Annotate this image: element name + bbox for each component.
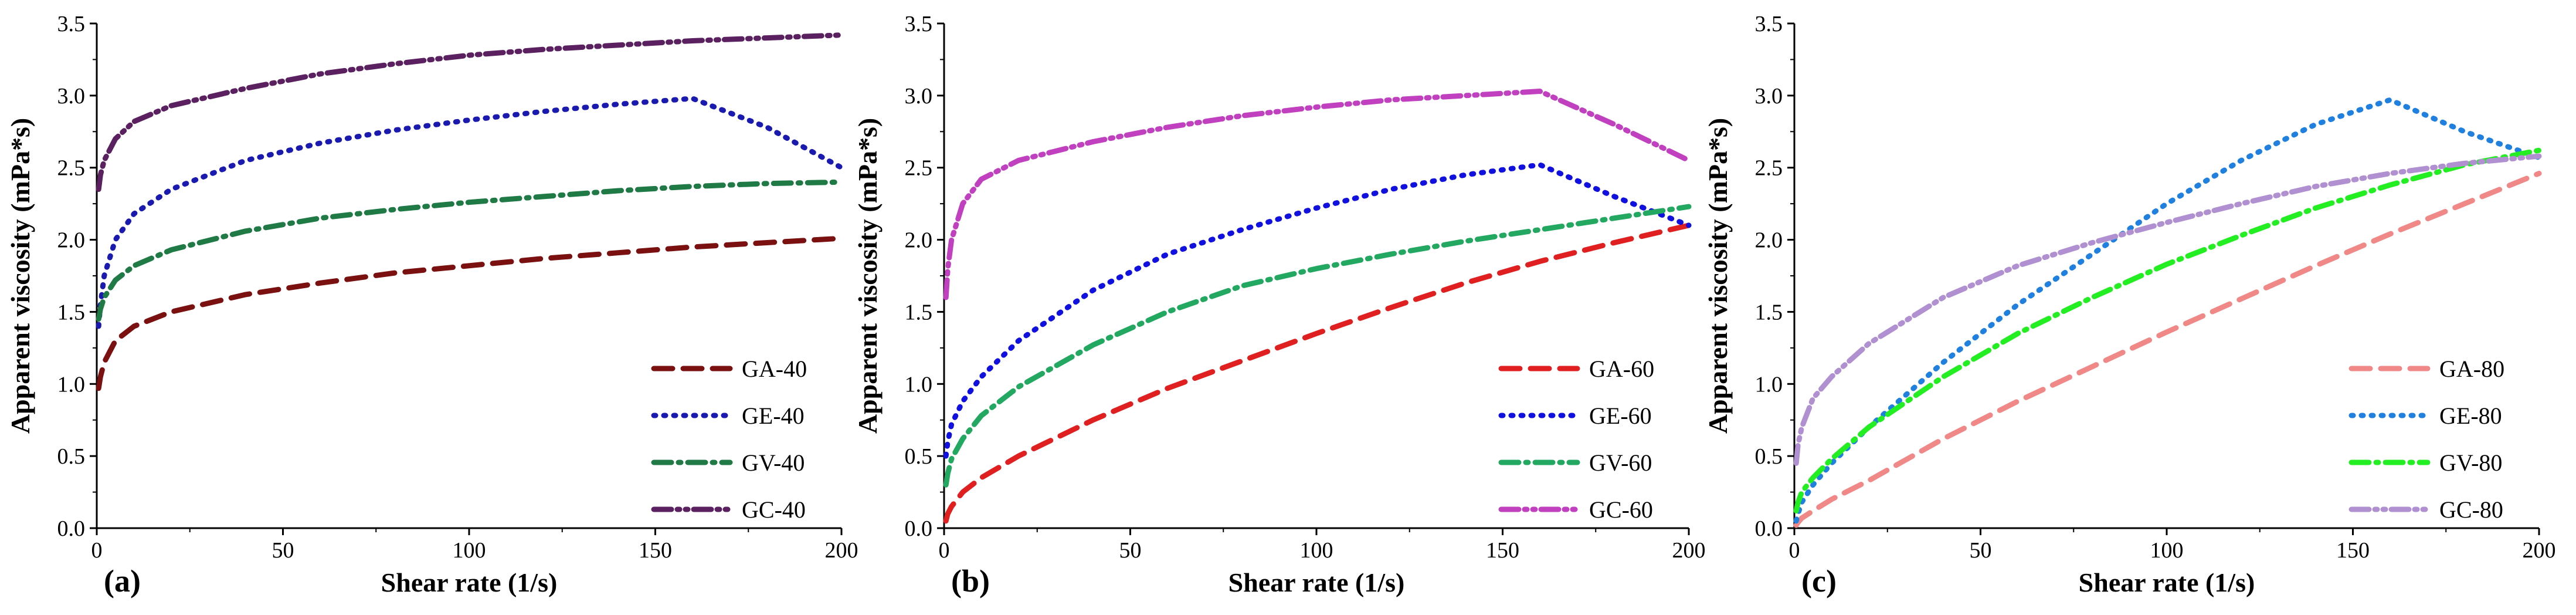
x-tick-label: 0 [1789, 538, 1800, 563]
x-tick-label: 200 [1672, 538, 1706, 563]
y-tick-label: 1.5 [1755, 300, 1783, 325]
legend-label: GA-80 [2439, 356, 2504, 382]
legend-label: GC-80 [2439, 496, 2503, 523]
y-tick-label: 3.0 [1755, 84, 1783, 109]
y-tick-label: 2.0 [1755, 228, 1783, 253]
y-tick-label: 1.0 [57, 372, 86, 397]
x-tick-label: 100 [2150, 538, 2184, 563]
y-tick-label: 3.5 [57, 12, 86, 36]
y-axis-title: Apparent viscosity (mPa*s) [5, 118, 35, 434]
series-line-gv-60 [943, 204, 1692, 488]
panel-label: (a) [104, 563, 141, 599]
y-tick-label: 0.5 [1755, 444, 1783, 469]
series-line-ge-40 [96, 96, 844, 329]
y-tick-label: 3.5 [1755, 12, 1783, 36]
y-axis-title: Apparent viscosity (mPa*s) [853, 118, 883, 434]
x-tick-label: 150 [1486, 538, 1519, 563]
chart-panel-1: 0.0 0.5 1.0 1.5 2.0 2.5 3.0 3.5 0 50 100 150 200 Shea… [5, 12, 858, 599]
y-tick-label: 3.0 [57, 84, 86, 109]
legend-label: GC-60 [1589, 496, 1653, 523]
y-axis-title: Apparent viscosity (mPa*s) [1703, 118, 1733, 434]
y-tick-label: 2.0 [57, 228, 86, 253]
x-tick-label: 150 [2336, 538, 2370, 563]
y-tick-label: 2.5 [905, 156, 933, 181]
y-tick-label: 0.5 [905, 444, 933, 469]
y-tick-label: 0.5 [57, 444, 86, 469]
series-line-ga-40 [96, 235, 844, 391]
chart-panel-3: 0.0 0.5 1.0 1.5 2.0 2.5 3.0 3.5 0 50 100 150 200 Shea… [1703, 12, 2556, 599]
y-tick-label: 3.0 [905, 84, 933, 109]
legend-label: GV-80 [2439, 450, 2502, 476]
x-tick-label: 100 [453, 538, 486, 563]
legend-label: GV-40 [742, 450, 805, 476]
y-tick-label: 1.5 [905, 300, 933, 325]
y-tick-label: 1.5 [57, 300, 86, 325]
x-axis-title: Shear rate (1/s) [381, 567, 558, 597]
panel-label: (c) [1801, 563, 1837, 599]
x-tick-label: 100 [1300, 538, 1333, 563]
y-tick-label: 1.0 [905, 372, 933, 397]
y-tick-label: 1.0 [1755, 372, 1783, 397]
y-tick-label: 0.0 [1755, 516, 1783, 541]
y-tick-label: 0.0 [57, 516, 86, 541]
panel-label: (b) [951, 563, 990, 599]
series-line-ga-60 [943, 222, 1692, 524]
series-line-ga-80 [1793, 171, 2542, 528]
chart-panel-2: 0.0 0.5 1.0 1.5 2.0 2.5 3.0 3.5 0 50 100 150 200 Shea… [853, 12, 1706, 599]
x-tick-label: 50 [1970, 538, 1992, 563]
series-line-gc-80 [1793, 153, 2542, 466]
x-axis-title: Shear rate (1/s) [2079, 567, 2255, 597]
legend-label: GE-40 [742, 403, 805, 429]
y-tick-label: 2.0 [905, 228, 933, 253]
x-tick-label: 0 [939, 538, 950, 563]
legend-label: GC-40 [742, 496, 806, 523]
y-tick-label: 0.0 [905, 516, 933, 541]
x-tick-label: 50 [1119, 538, 1142, 563]
legend-label: GA-60 [1589, 356, 1654, 382]
x-tick-label: 150 [639, 538, 672, 563]
x-tick-label: 200 [2523, 538, 2556, 563]
x-tick-label: 50 [272, 538, 294, 563]
x-tick-label: 0 [91, 538, 103, 563]
y-tick-label: 3.5 [905, 12, 933, 36]
legend-label: GE-60 [1589, 403, 1652, 429]
y-tick-label: 2.5 [1755, 156, 1783, 181]
y-tick-label: 2.5 [57, 156, 86, 181]
series-line-gc-60 [943, 89, 1692, 300]
series-line-gv-80 [1793, 147, 2542, 513]
legend-label: GA-40 [742, 356, 807, 382]
x-tick-label: 200 [825, 538, 858, 563]
legend-label: GV-60 [1589, 450, 1652, 476]
series-line-ge-80 [1793, 97, 2542, 524]
series-line-gv-40 [96, 179, 844, 322]
legend-label: GE-80 [2439, 403, 2502, 429]
series-line-ge-60 [943, 162, 1692, 459]
series-line-gc-40 [96, 32, 844, 192]
x-axis-title: Shear rate (1/s) [1228, 567, 1405, 597]
